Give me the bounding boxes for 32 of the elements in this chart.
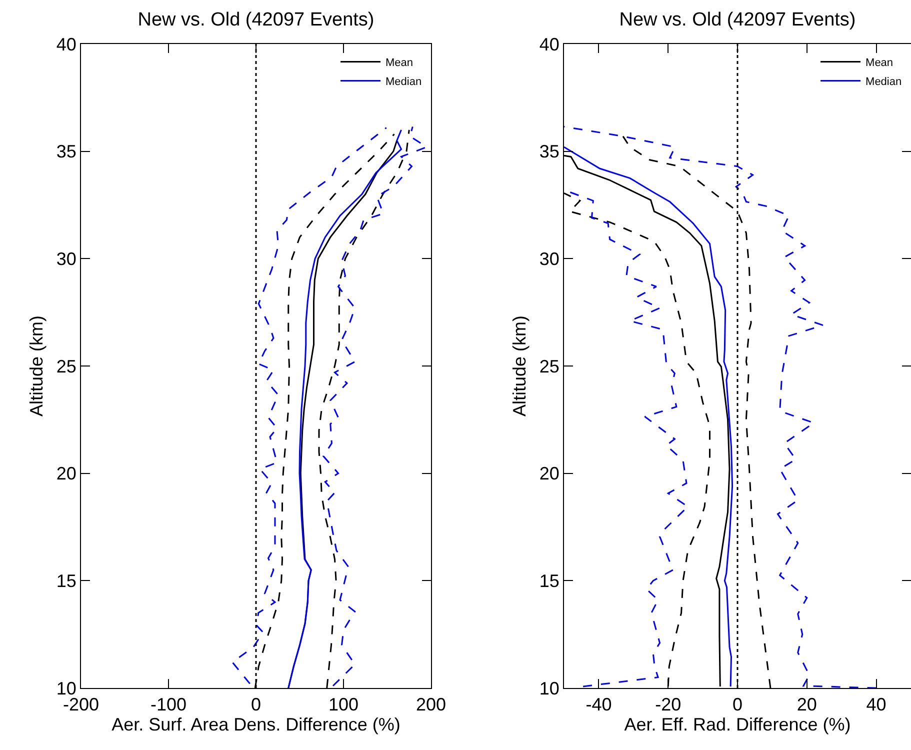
- y-tick-label: 35: [56, 142, 76, 162]
- x-tick-label: -20: [655, 694, 682, 715]
- chart-title: New vs. Old (42097 Events): [619, 9, 856, 30]
- x-tick-label: 100: [328, 694, 359, 715]
- legend-label: Mean: [866, 57, 894, 70]
- y-tick-label: 15: [539, 570, 560, 591]
- y-tick-label: 40: [539, 34, 560, 54]
- x-tick-label: -40: [586, 694, 612, 715]
- x-axis-title: Aer. Surf. Area Dens. Difference (%): [112, 714, 400, 735]
- legend-label: Mean: [386, 57, 414, 70]
- x-tick-label: 0: [732, 694, 743, 715]
- x-tick-label: 20: [796, 694, 817, 715]
- y-tick-label: 35: [539, 142, 560, 162]
- y-tick-label: 20: [56, 464, 76, 484]
- x-tick-label: 200: [416, 694, 446, 715]
- chart-title: New vs. Old (42097 Events): [138, 9, 374, 30]
- y-tick-label: 15: [56, 570, 76, 591]
- y-tick-label: 25: [539, 356, 560, 376]
- y-tick-label: 20: [539, 464, 560, 484]
- y-tick-label: 30: [539, 248, 560, 269]
- x-axis-title: Aer. Eff. Rad. Difference (%): [624, 714, 851, 735]
- y-tick-label: 10: [539, 678, 560, 698]
- y-axis-title: Altitude (km): [510, 315, 530, 417]
- x-tick-label: -100: [150, 694, 187, 715]
- y-tick-label: 40: [56, 34, 76, 54]
- x-tick-label: 0: [250, 694, 262, 715]
- y-axis-title: Altitude (km): [26, 315, 47, 417]
- x-tick-label: 40: [866, 694, 886, 715]
- y-tick-label: 25: [56, 356, 76, 376]
- legend-label: Median: [866, 76, 902, 88]
- legend-label: Median: [386, 76, 422, 88]
- y-tick-label: 30: [56, 248, 76, 269]
